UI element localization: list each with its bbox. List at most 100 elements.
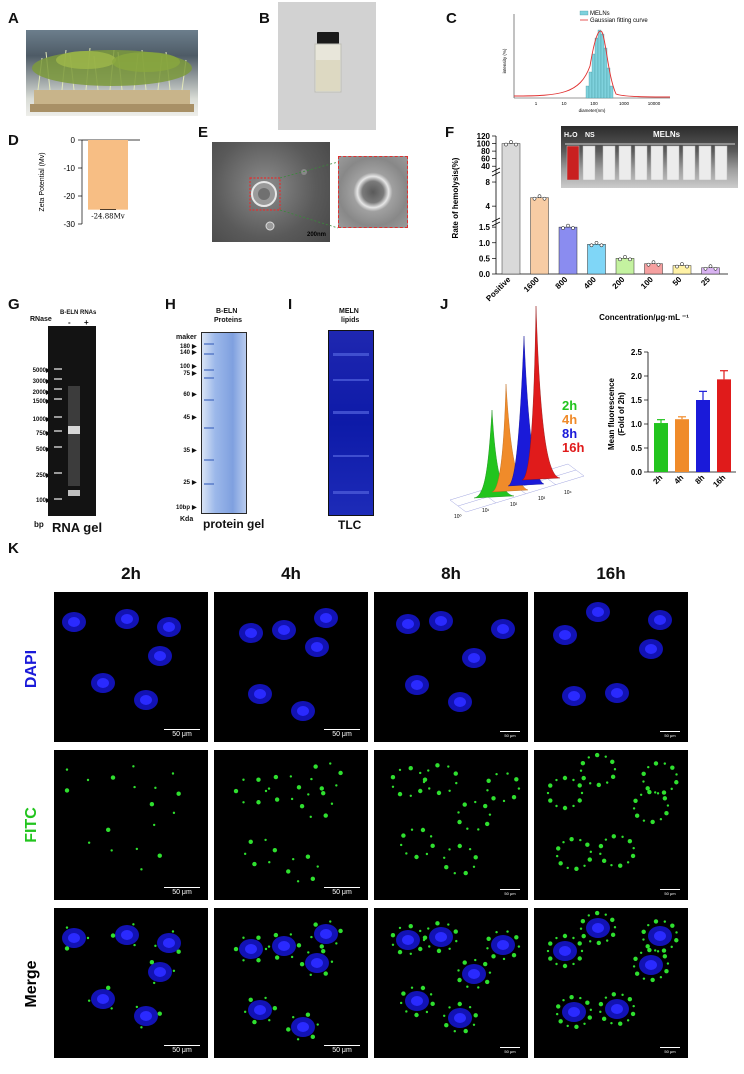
g-marker-arrow-icon: ▶ — [46, 473, 51, 479]
panel-letter-e: E — [198, 124, 209, 141]
d-ytick-3: -30 — [63, 220, 75, 229]
f-ytick-low-1: 1.0 — [479, 239, 491, 248]
k-row-dapi: DAPI — [23, 649, 40, 689]
f-xlabel: Concentration/μg·mL ⁻¹ — [599, 313, 689, 322]
micrograph-dapi-8h: 50 μm — [374, 592, 528, 742]
d-ytick-1: -10 — [63, 164, 75, 173]
panel-letter-h: H — [165, 296, 176, 313]
hemolysis-chart: Rate of hemolysis(%) 120100806040841.51.… — [451, 132, 728, 322]
flow-xtick-0: 10⁰ — [454, 514, 462, 520]
scale-bar: 50 μm — [324, 1045, 360, 1054]
g-marker-1: 3000 — [32, 379, 46, 385]
g-minus: - — [68, 318, 71, 327]
c-xtick-3: 1000 — [619, 101, 630, 106]
h-marker-arrow-icon: ▶ — [192, 505, 197, 511]
scale-bar: 50 μm — [500, 731, 520, 738]
g-marker-arrow-icon: ▶ — [46, 431, 51, 437]
j-ytick-0: 0.0 — [631, 468, 643, 477]
h-marker-arrow-icon: ▶ — [192, 364, 197, 370]
f-bar-2 — [558, 226, 578, 275]
h-marker-arrow-icon: ▶ — [192, 480, 197, 486]
protein-gel-image — [201, 332, 247, 514]
micrograph-fitc-4h: 50 μm — [214, 750, 368, 900]
g-marker-2: 2000 — [32, 390, 46, 396]
c-xtick-2: 100 — [590, 101, 598, 106]
sem-zoom-image — [338, 156, 408, 228]
h-marker-arrow-icon: ▶ — [192, 371, 197, 377]
scale-bar: 50 μm — [164, 887, 200, 896]
f-bar-0 — [501, 143, 521, 275]
f-ytick-top-2: 80 — [481, 147, 490, 156]
panel-letter-b: B — [259, 10, 270, 27]
h-unit: Kda — [180, 516, 194, 523]
tubes-illustration — [565, 143, 735, 181]
scale-bar: 50 μm — [324, 887, 360, 896]
panel-letter-c: C — [446, 10, 457, 27]
sprout-illustration — [30, 47, 194, 112]
scale-bar: 50 μm — [660, 1047, 680, 1054]
flow-legend-8h: 8h — [562, 426, 577, 441]
k-col-2h: 2h — [121, 564, 141, 583]
tlc-spots — [333, 353, 369, 494]
panel-letter-k: K — [8, 540, 19, 557]
g-caption: RNA gel — [52, 520, 103, 535]
flow-legend-4h: 4h — [562, 412, 577, 427]
micrograph-merge-2h: 50 μm — [54, 908, 208, 1058]
scale-bar: 50 μm — [500, 1047, 520, 1054]
micrograph-merge-8h: 50 μm — [374, 908, 528, 1058]
h-marker-6: 35 — [183, 448, 190, 454]
j-bar-2 — [696, 400, 710, 472]
f-bar-1 — [530, 197, 549, 275]
mean-fluorescence-chart: Mean fluorescence (Fold of 2h) 0.0 0.5 1.0… — [607, 348, 736, 489]
g-marker-arrow-icon: ▶ — [46, 417, 51, 423]
h-marker-7: 25 — [183, 480, 190, 486]
g-marker-arrow-icon: ▶ — [46, 447, 51, 453]
protein-gel-bands — [204, 343, 214, 485]
f-ylabel: Rate of hemolysis(%) — [451, 157, 460, 238]
i-title-1: MELN — [339, 308, 359, 315]
f-xtick-6: 50 — [671, 275, 684, 288]
j-bar-1 — [675, 419, 689, 472]
h-marker-arrow-icon: ▶ — [192, 350, 197, 356]
micrograph-merge-4h: 50 μm — [214, 908, 368, 1058]
g-plus: + — [84, 318, 89, 327]
f-ytick-low-0: 1.5 — [479, 223, 491, 232]
j-xtick-2: 8h — [693, 473, 706, 486]
zeta-value-label: -24.88Mv — [91, 213, 125, 221]
scale-bar: 50 μm — [324, 729, 360, 738]
flow-xtick-4: 10⁴ — [564, 490, 572, 496]
c-xtick-1: 10 — [561, 101, 567, 106]
i-caption: TLC — [338, 518, 362, 532]
g-marker-7: 250 — [35, 473, 46, 479]
k-col-16h: 16h — [596, 564, 626, 583]
micrograph-dapi-2h: 50 μm — [54, 592, 208, 742]
zeta-potential-chart: Zeta Potential (Mv) 0 -10 -20 -30 -24.88Mv — [39, 136, 140, 229]
flow-peak-16h — [521, 305, 561, 481]
f-xtick-7: 25 — [699, 275, 712, 288]
j-xtick-1: 4h — [672, 473, 685, 486]
inset-h2o: H₂O — [564, 132, 578, 139]
inset-melns: MELNs — [653, 130, 681, 139]
sprout-photo — [26, 30, 198, 116]
f-ytick-low-3: 0.0 — [479, 270, 491, 279]
j-xtick-3: 16h — [711, 473, 727, 489]
c-xtick-4: 10000 — [648, 101, 661, 106]
scale-bar: 50 μm — [164, 1045, 200, 1054]
h-marker-5: 45 — [183, 415, 190, 421]
d-ylabel: Zeta Potential (Mv) — [39, 152, 46, 211]
h-marker-arrow-icon: ▶ — [192, 448, 197, 454]
micrograph-fitc-16h: 50 μm — [534, 750, 688, 900]
scale-bar: 50 μm — [164, 729, 200, 738]
h-marker-0: 180 — [179, 344, 190, 350]
i-title-2: lipids — [341, 317, 360, 324]
g-marker-0: 5000 — [32, 368, 46, 374]
g-marker-arrow-icon: ▶ — [46, 379, 51, 385]
micrograph-dapi-16h: 50 μm — [534, 592, 688, 742]
panel-letter-f: F — [445, 124, 455, 141]
sem-image: 200nm — [212, 142, 330, 242]
panel-letter-j: J — [440, 296, 449, 313]
gaussian-curve — [513, 30, 671, 98]
f-xtick-4: 200 — [611, 275, 627, 291]
f-ytick-top-1: 100 — [477, 140, 491, 149]
j-ytick-2: 1.0 — [631, 420, 643, 429]
